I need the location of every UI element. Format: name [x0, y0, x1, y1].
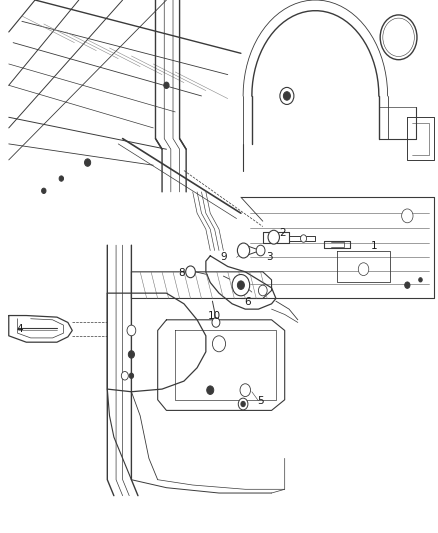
- Circle shape: [241, 401, 245, 407]
- Circle shape: [42, 188, 46, 193]
- Circle shape: [268, 230, 279, 244]
- Circle shape: [127, 325, 136, 336]
- Circle shape: [283, 92, 290, 100]
- Text: 4: 4: [16, 325, 23, 334]
- Circle shape: [232, 274, 250, 296]
- Text: 8: 8: [178, 269, 185, 278]
- Circle shape: [207, 386, 214, 394]
- Circle shape: [300, 235, 307, 242]
- Text: 3: 3: [266, 252, 273, 262]
- Circle shape: [383, 18, 414, 56]
- Circle shape: [405, 282, 410, 288]
- Text: 1: 1: [371, 241, 378, 251]
- Circle shape: [212, 318, 220, 327]
- Circle shape: [419, 278, 422, 282]
- Circle shape: [358, 263, 369, 276]
- Circle shape: [129, 373, 134, 378]
- Circle shape: [238, 398, 248, 410]
- Circle shape: [402, 209, 413, 223]
- Circle shape: [237, 281, 244, 289]
- Circle shape: [121, 372, 128, 380]
- Text: 9: 9: [220, 252, 227, 262]
- Circle shape: [240, 384, 251, 397]
- Circle shape: [237, 243, 250, 258]
- Circle shape: [212, 336, 226, 352]
- Text: 5: 5: [257, 396, 264, 406]
- Circle shape: [280, 87, 294, 104]
- Text: 2: 2: [279, 229, 286, 238]
- Circle shape: [186, 266, 195, 278]
- Circle shape: [256, 245, 265, 256]
- Circle shape: [85, 159, 91, 166]
- Text: 10: 10: [208, 311, 221, 320]
- Text: 6: 6: [244, 297, 251, 307]
- Circle shape: [258, 285, 267, 296]
- Circle shape: [59, 176, 64, 181]
- Circle shape: [380, 15, 417, 60]
- Circle shape: [128, 351, 134, 358]
- Circle shape: [164, 82, 169, 88]
